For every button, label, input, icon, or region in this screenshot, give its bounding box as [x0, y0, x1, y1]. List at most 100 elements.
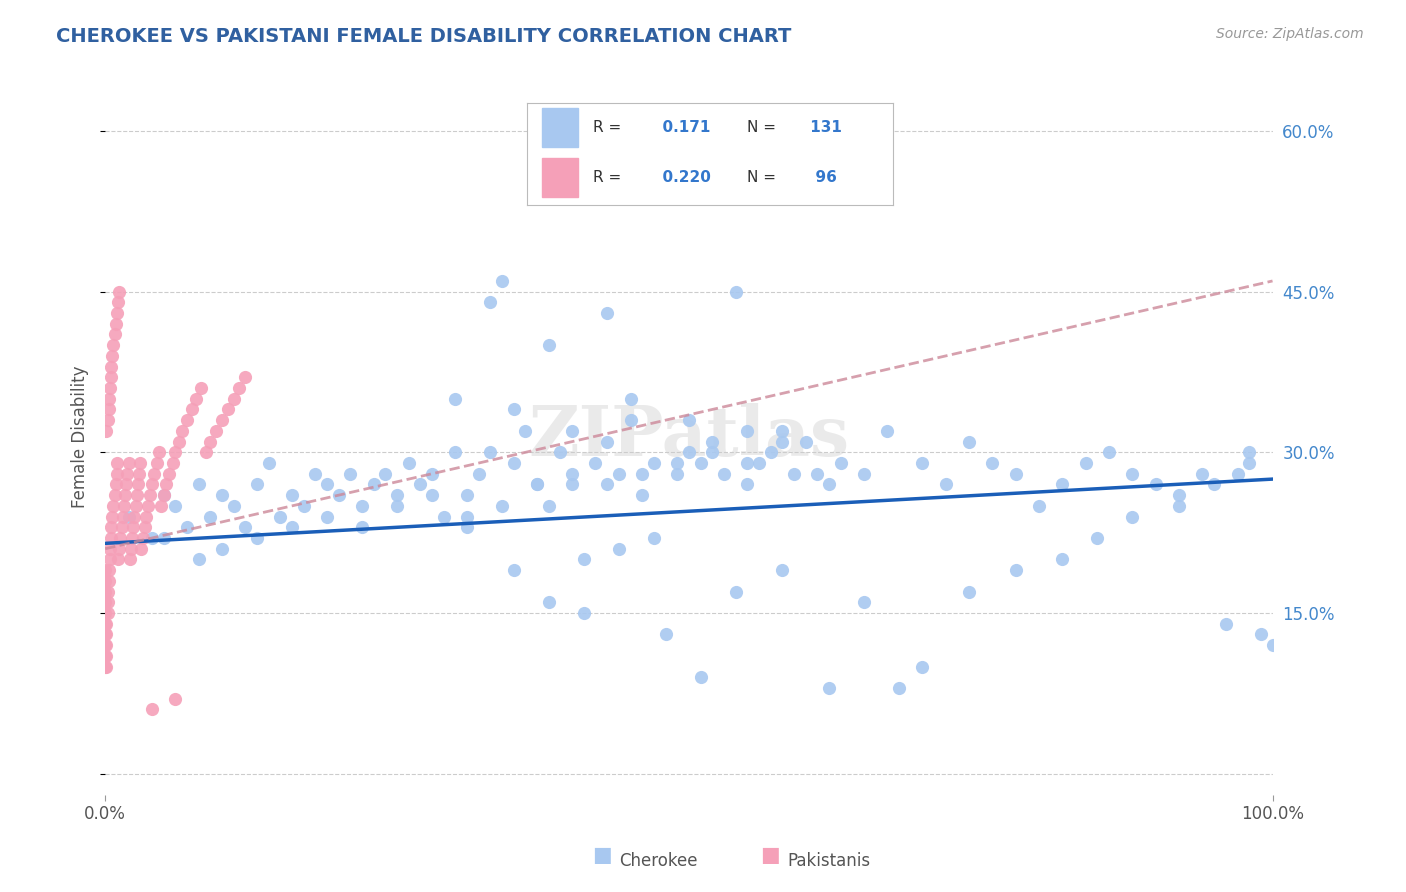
Point: [107, 552, 129, 566]
Point: [654, 188, 676, 202]
Point: [385, 488, 408, 502]
Point: [619, 392, 641, 406]
Point: [981, 456, 1004, 470]
Point: [1098, 445, 1121, 459]
Point: [200, 434, 222, 449]
Point: [689, 456, 711, 470]
Point: [129, 456, 152, 470]
Point: [304, 467, 326, 481]
Point: [328, 488, 350, 502]
Point: [110, 520, 132, 534]
Point: [350, 520, 373, 534]
Point: [1004, 563, 1026, 577]
Point: [724, 285, 747, 299]
Point: [1052, 477, 1074, 491]
Point: [228, 381, 250, 395]
Point: [1087, 531, 1109, 545]
Text: N =: N =: [747, 170, 776, 185]
Point: [97, 402, 120, 417]
Text: ■: ■: [592, 846, 612, 865]
Point: [502, 402, 524, 417]
Point: [398, 456, 420, 470]
Point: [98, 552, 121, 566]
Point: [101, 349, 124, 363]
Point: [526, 477, 548, 491]
Point: [94, 606, 117, 620]
Point: [887, 681, 910, 695]
Point: [654, 627, 676, 641]
Point: [1004, 467, 1026, 481]
Bar: [541, 108, 578, 146]
Point: [689, 670, 711, 684]
Point: [150, 499, 173, 513]
Point: [911, 456, 934, 470]
Point: [735, 424, 758, 438]
Point: [420, 488, 443, 502]
Point: [957, 584, 980, 599]
Point: [246, 477, 269, 491]
Point: [643, 456, 665, 470]
Point: [108, 541, 131, 556]
Point: [316, 509, 339, 524]
Point: [702, 445, 724, 459]
Point: [105, 467, 128, 481]
Point: [104, 477, 127, 491]
Point: [117, 456, 139, 470]
Point: [852, 595, 875, 609]
Point: [104, 317, 127, 331]
Point: [165, 445, 187, 459]
Point: [456, 509, 478, 524]
Point: [502, 563, 524, 577]
Point: [97, 563, 120, 577]
Text: 131: 131: [806, 120, 842, 135]
Point: [420, 467, 443, 481]
Point: [806, 467, 828, 481]
Point: [94, 563, 117, 577]
Point: [1144, 477, 1167, 491]
Point: [1121, 509, 1143, 524]
Point: [1052, 552, 1074, 566]
Point: [444, 392, 467, 406]
Text: 0.171: 0.171: [651, 120, 710, 135]
Point: [96, 659, 118, 673]
Point: [121, 531, 143, 545]
Point: [138, 499, 160, 513]
Point: [211, 488, 233, 502]
Point: [96, 616, 118, 631]
Point: [1215, 616, 1237, 631]
Point: [122, 520, 145, 534]
Point: [619, 413, 641, 427]
Point: [1028, 499, 1050, 513]
Point: [152, 531, 174, 545]
Point: [141, 702, 163, 716]
Point: [607, 467, 630, 481]
Point: [794, 434, 817, 449]
Point: [631, 488, 654, 502]
Point: [167, 434, 190, 449]
Point: [537, 499, 560, 513]
Text: Source: ZipAtlas.com: Source: ZipAtlas.com: [1216, 27, 1364, 41]
Point: [94, 616, 117, 631]
Text: ■: ■: [761, 846, 780, 865]
Point: [550, 445, 572, 459]
Point: [818, 477, 841, 491]
Point: [180, 402, 202, 417]
Point: [596, 306, 619, 320]
Point: [120, 541, 142, 556]
Point: [363, 477, 385, 491]
Point: [101, 509, 124, 524]
Point: [131, 541, 153, 556]
Point: [148, 445, 170, 459]
Point: [561, 467, 583, 481]
Point: [100, 370, 122, 384]
Point: [103, 499, 125, 513]
Point: [433, 509, 456, 524]
Point: [176, 413, 198, 427]
Point: [103, 488, 125, 502]
Point: [561, 424, 583, 438]
Point: [502, 456, 524, 470]
Point: [165, 499, 187, 513]
Point: [114, 488, 136, 502]
Point: [100, 531, 122, 545]
Point: [456, 488, 478, 502]
